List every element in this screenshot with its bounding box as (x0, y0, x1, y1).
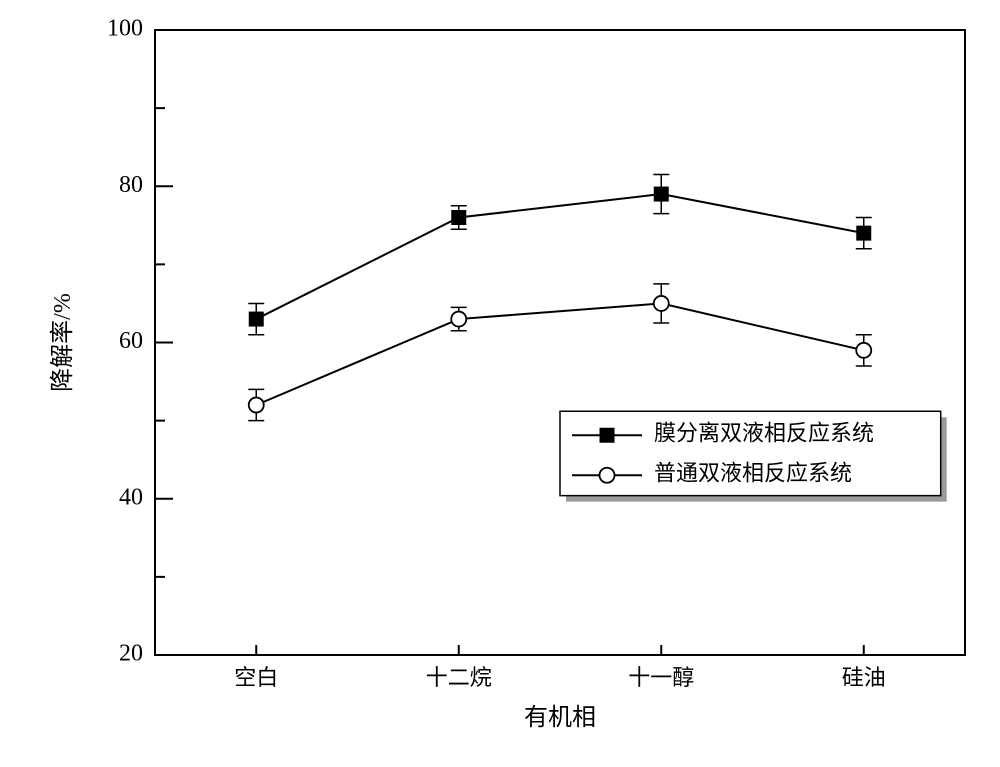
y-tick-label: 80 (119, 172, 143, 198)
y-tick-label: 100 (107, 16, 143, 42)
legend-label: 普通双液相反应系统 (654, 460, 852, 485)
chart-container: 20 40 60 80 100 空白 十二烷 十一醇 硅油有机相 降解率/% 膜分离双液相反应系统普… (0, 0, 1000, 767)
legend-label: 膜分离双液相反应系统 (654, 420, 874, 445)
x-tick-label: 空白 (234, 665, 278, 690)
chart-svg: 20 40 60 80 100 空白 十二烷 十一醇 硅油有机相 降解率/% 膜分离双液相反应系统普… (0, 0, 1000, 767)
y-tick-label: 60 (119, 328, 143, 354)
x-axis-label: 有机相 (524, 704, 596, 731)
x-tick-label: 十二烷 (426, 665, 492, 690)
x-tick-label: 硅油 (842, 665, 886, 690)
x-tick-label: 十一醇 (628, 665, 694, 690)
y-tick-label: 20 (119, 641, 143, 667)
y-axis-label: 降解率/% (49, 293, 76, 392)
legend: 膜分离双液相反应系统普通双液相反应系统 (560, 411, 941, 495)
y-tick-label: 40 (119, 484, 143, 510)
